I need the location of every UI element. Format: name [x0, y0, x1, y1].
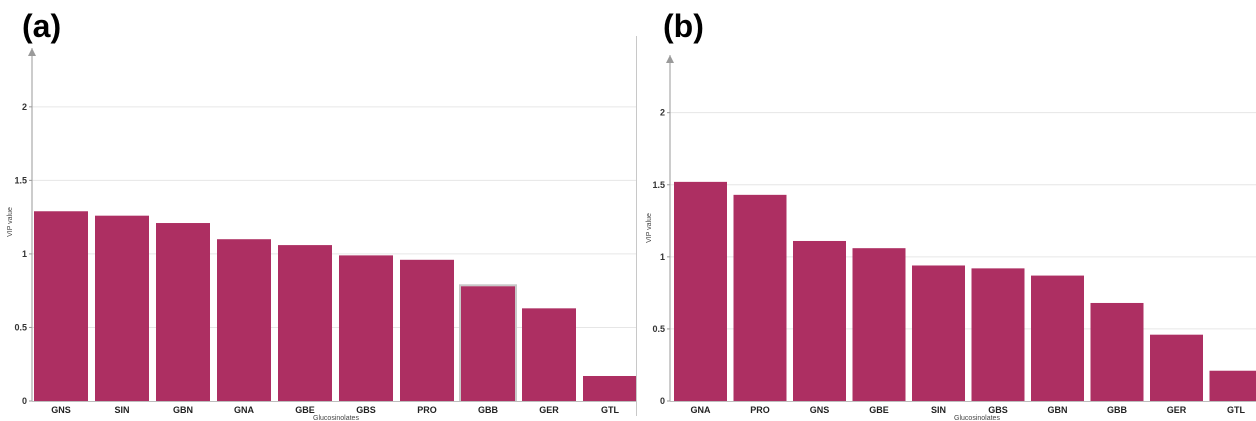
x-axis-title: Glucosinolates — [313, 415, 359, 421]
y-tick-label: 2 — [22, 102, 27, 112]
y-tick-label: 0 — [660, 396, 665, 406]
bar-gbs — [971, 268, 1025, 401]
bar-gbe — [852, 248, 906, 401]
bar-gbe — [278, 245, 332, 401]
bar-gna — [674, 181, 727, 401]
chart-a: 0 0.5 1 1.5 2 GNS SIN GBN GNA GBE GBS PRO GBB GER GTL G… — [7, 48, 636, 421]
bar-gbs — [339, 255, 393, 401]
bar-gtl — [583, 375, 636, 401]
panel-a: (a) 0 0.5 1 1.5 2 GNS SIN GBN GNA GBE GBS PRO GBB GER… — [7, 8, 636, 421]
panel-divider — [636, 36, 637, 416]
bar-ger — [522, 308, 576, 401]
x-tick-label: GBE — [295, 405, 315, 415]
x-tick-label: GNS — [810, 405, 830, 415]
y-axis-arrow — [28, 48, 36, 56]
bar-pro — [400, 259, 454, 401]
panel-label-a: (a) — [22, 8, 62, 44]
bar-gtl — [1209, 370, 1256, 401]
x-tick-label: SIN — [931, 405, 946, 415]
x-tick-label: GNS — [51, 405, 71, 415]
y-tick-label: 1 — [22, 249, 27, 259]
bar-pro — [733, 194, 787, 401]
y-tick-label: 1.5 — [652, 180, 665, 190]
x-tick-label: GBN — [1048, 405, 1068, 415]
x-tick-label: GTL — [601, 405, 619, 415]
y-axis-title: VIP value — [646, 213, 653, 243]
bar-sin — [912, 265, 965, 401]
bar-gbb — [1090, 302, 1144, 401]
bar-gbn — [1031, 275, 1084, 401]
x-tick-label: GER — [1167, 405, 1187, 415]
y-tick-label: 0.5 — [14, 322, 27, 332]
x-tick-label: GBS — [356, 405, 376, 415]
x-axis-title: Glucosinolates — [954, 415, 1000, 421]
y-tick-label: 2 — [660, 108, 665, 118]
x-tick-label: GNA — [234, 405, 255, 415]
x-tick-label: PRO — [417, 405, 437, 415]
bar-sin — [95, 215, 149, 401]
bar-ger — [1150, 334, 1203, 401]
x-tick-label: GBB — [1107, 405, 1128, 415]
y-tick-label: 1 — [660, 252, 665, 262]
y-tick-label: 0 — [22, 396, 27, 406]
bar-gbn — [156, 223, 210, 401]
x-tick-label: GBS — [988, 405, 1008, 415]
x-tick-label: GBB — [478, 405, 499, 415]
y-tick-label: 0.5 — [652, 324, 665, 334]
bar-gns — [34, 211, 88, 401]
bar-gbb — [461, 286, 515, 401]
x-tick-label: GNA — [691, 405, 712, 415]
y-tick-label: 1.5 — [14, 175, 27, 185]
x-tick-label: GBN — [173, 405, 193, 415]
x-tick-label: PRO — [750, 405, 770, 415]
chart-b: 0 0.5 1 1.5 2 GNA PRO GNS GBE SIN GBS GBN GBB GER GTL G… — [646, 55, 1256, 421]
x-tick-label: GER — [539, 405, 559, 415]
x-tick-label: SIN — [114, 405, 129, 415]
y-axis-arrow — [666, 55, 674, 63]
bar-gns — [793, 240, 846, 401]
panel-label-b: (b) — [663, 8, 704, 44]
panel-b: (b) 0 0.5 1 1.5 2 GNA PRO GNS GBE SIN GBS GBN GBB GER… — [637, 0, 1256, 421]
x-tick-label: GBE — [869, 405, 889, 415]
bar-gna — [217, 239, 271, 401]
y-axis-title: VIP value — [7, 207, 14, 237]
x-tick-label: GTL — [1227, 405, 1245, 415]
